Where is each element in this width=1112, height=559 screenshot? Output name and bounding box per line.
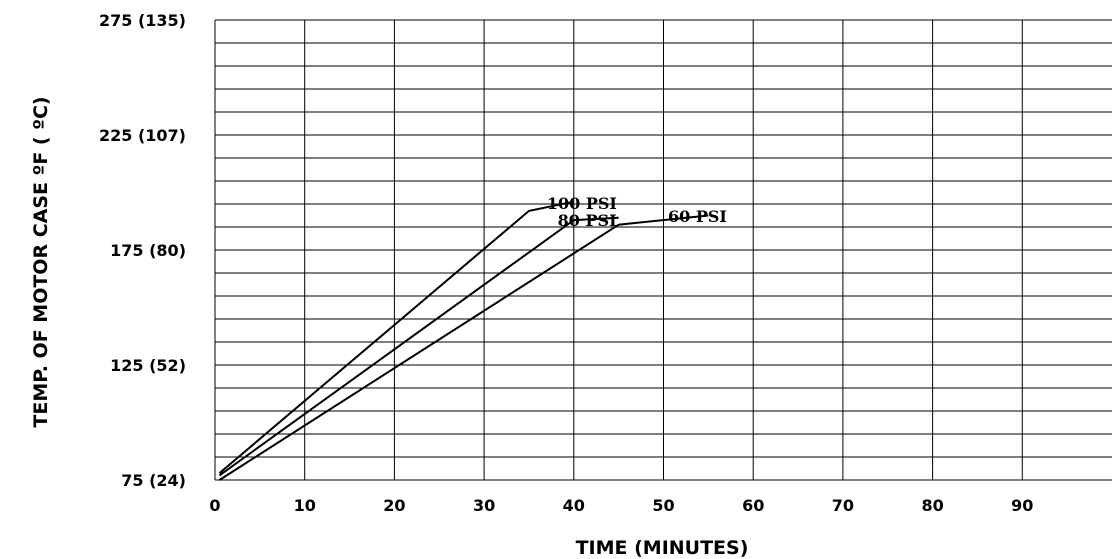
y-tick-label: 175 (80)	[110, 241, 186, 260]
x-tick-label: 10	[294, 496, 316, 515]
y-tick-label: 125 (52)	[110, 356, 186, 375]
x-axis-title: TIME (MINUTES)	[576, 537, 749, 559]
series-line-1	[218, 216, 619, 477]
y-tick-label: 75 (24)	[121, 471, 186, 490]
x-tick-label: 60	[742, 496, 764, 515]
x-tick-label: 20	[383, 496, 405, 515]
x-tick-label: 80	[921, 496, 943, 515]
x-tick-label: 90	[1011, 496, 1033, 515]
series-label-1: 80 PSI	[558, 211, 617, 230]
y-tick-label: 225 (107)	[99, 126, 186, 145]
x-tick-label: 0	[209, 496, 220, 515]
x-tick-label: 30	[473, 496, 495, 515]
x-tick-label: 70	[832, 496, 854, 515]
y-axis-title: TEMP. OF MOTOR CASE ºF ( ºC)	[30, 96, 52, 427]
y-axis-ticks: 75 (24) 125 (52) 175 (80) 225 (107) 275 (135…	[99, 11, 186, 490]
series-lines	[218, 200, 709, 481]
series-label-2: 60 PSI	[668, 207, 727, 226]
series-line-2	[218, 214, 709, 481]
grid	[214, 19, 1112, 481]
x-tick-label: 50	[652, 496, 674, 515]
x-tick-label: 40	[563, 496, 585, 515]
series-line-0	[218, 200, 575, 474]
y-tick-label: 275 (135)	[99, 11, 186, 30]
x-axis-ticks: 0 10 20 30 40 50 60 70 80 90	[209, 496, 1033, 515]
series-label-0: 100 PSI	[547, 194, 617, 213]
